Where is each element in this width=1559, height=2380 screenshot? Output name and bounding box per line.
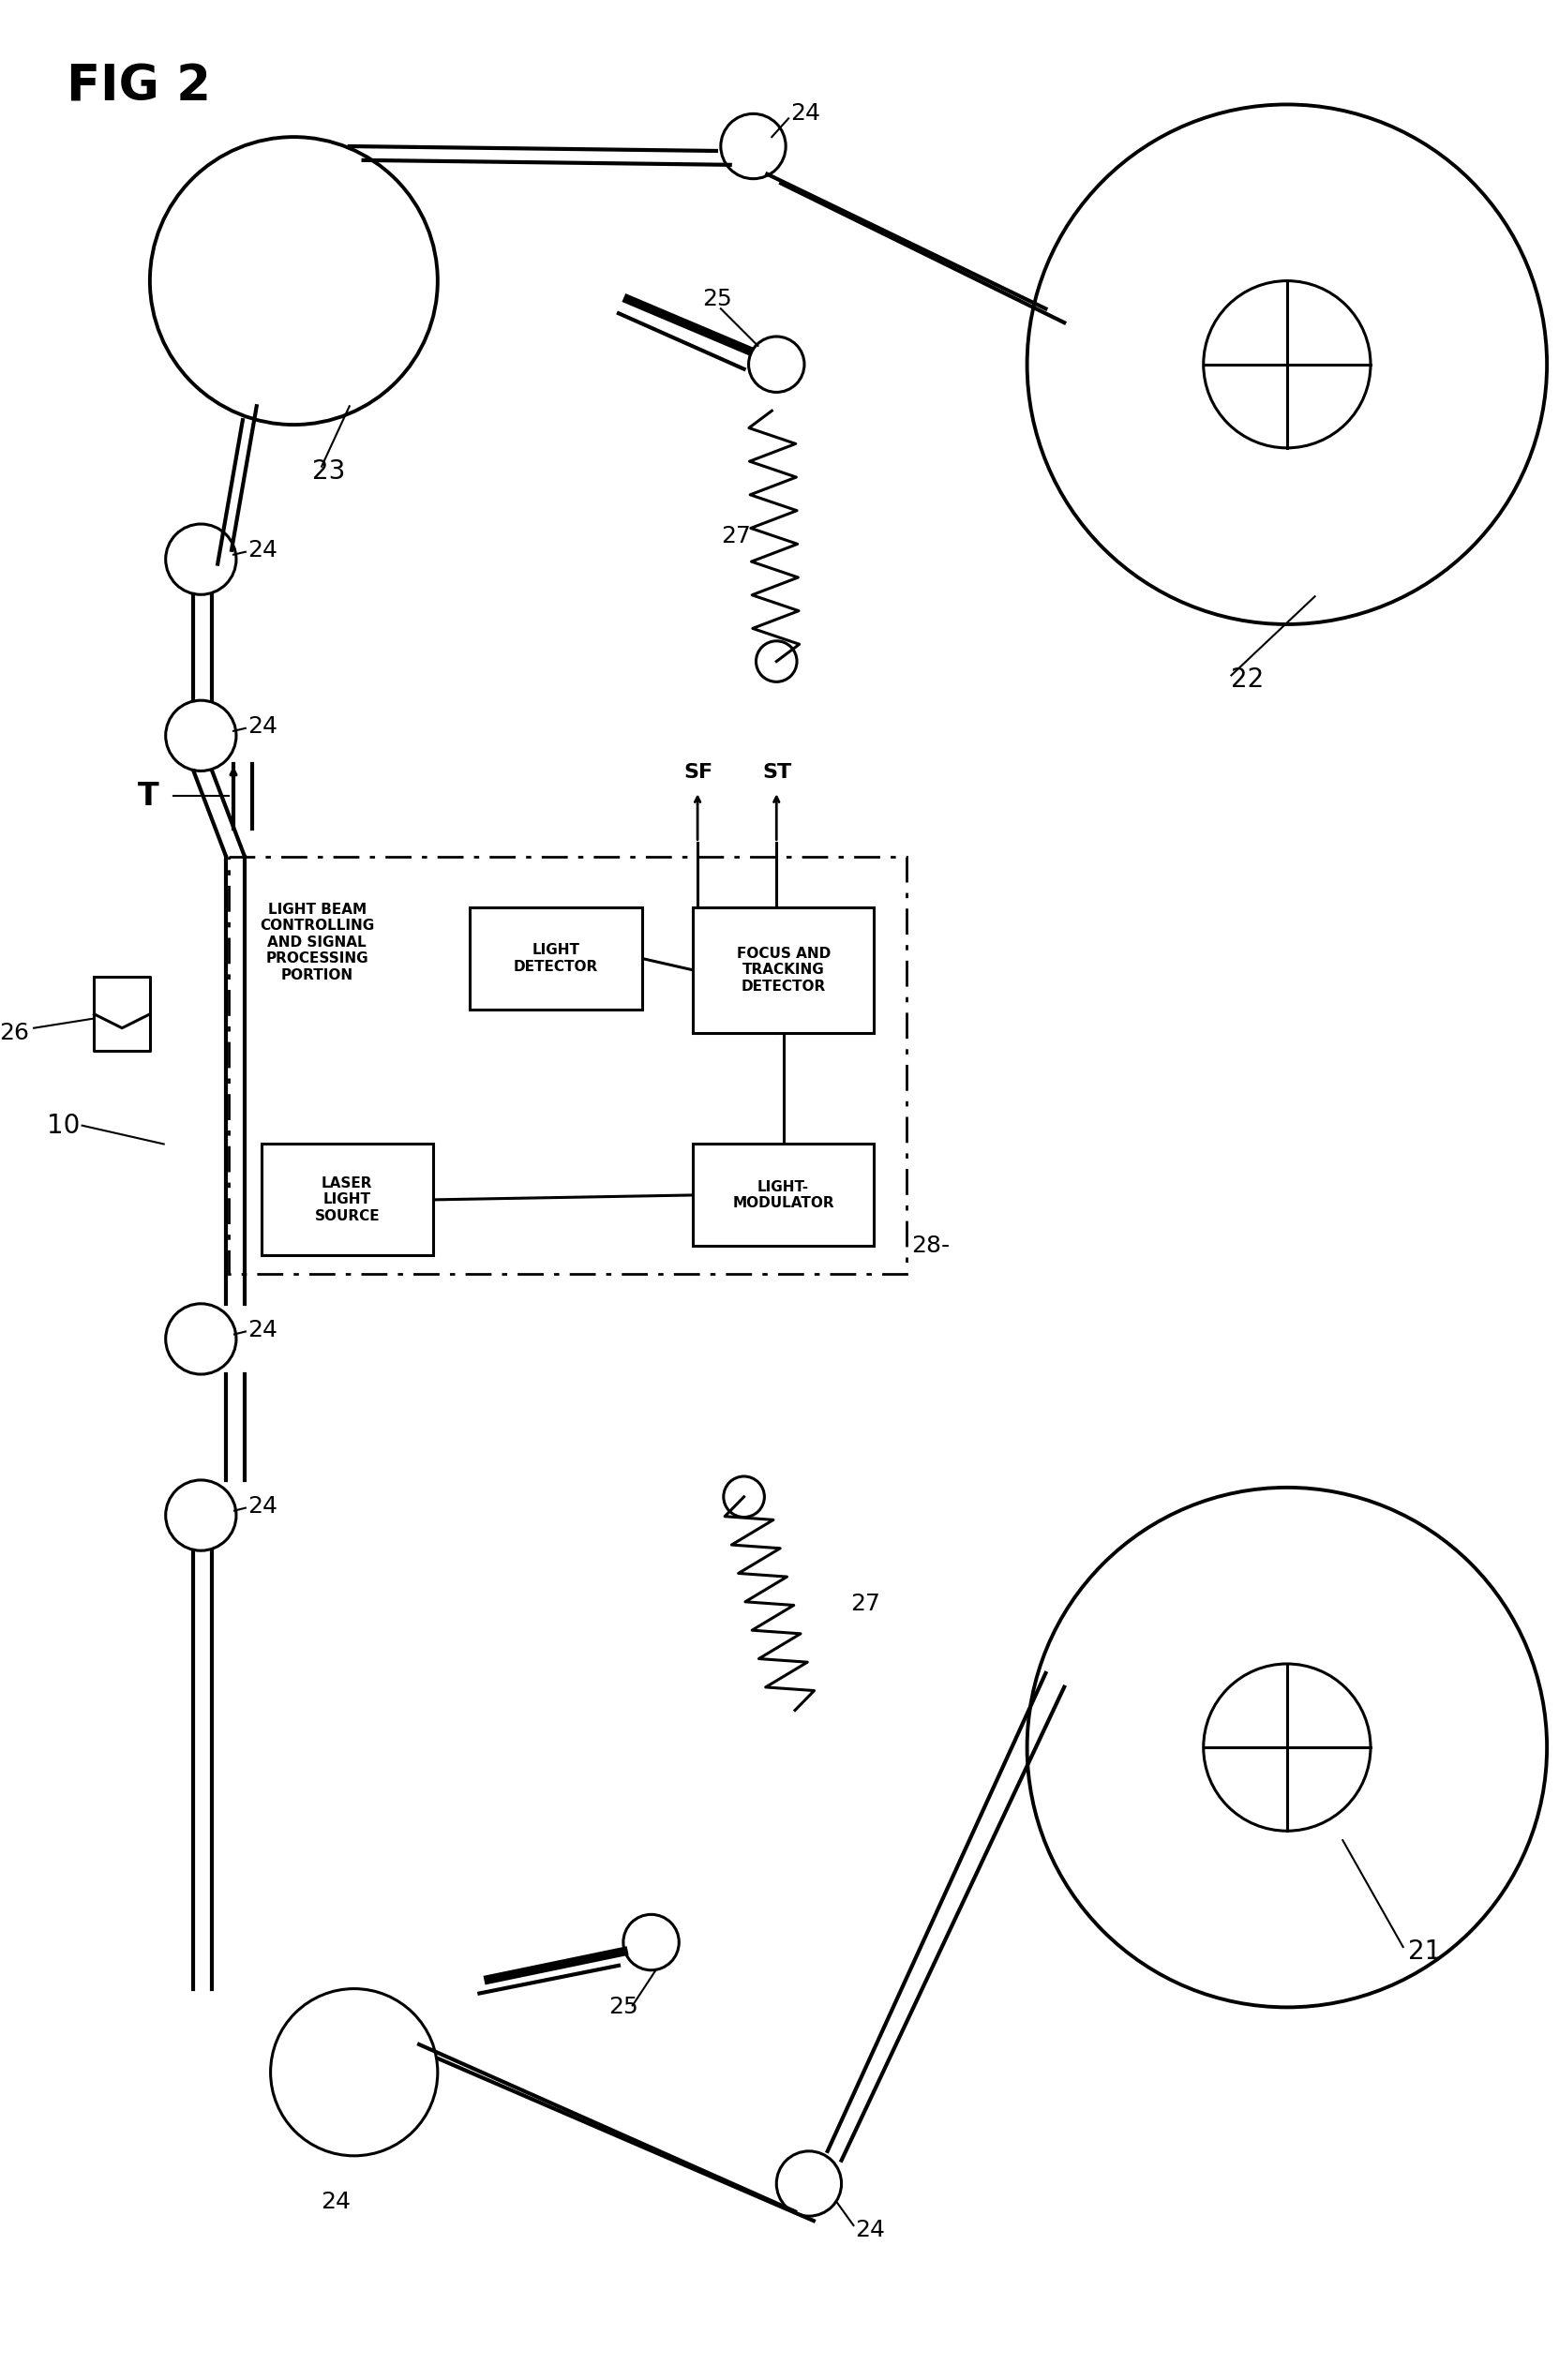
Bar — [229, 857, 906, 1273]
Text: 10: 10 — [47, 1111, 80, 1138]
Text: 24: 24 — [248, 538, 278, 562]
Text: FIG 2: FIG 2 — [67, 62, 210, 112]
Text: FOCUS AND
TRACKING
DETECTOR: FOCUS AND TRACKING DETECTOR — [736, 947, 831, 992]
Text: 28-: 28- — [910, 1235, 949, 1257]
Text: 27: 27 — [720, 526, 750, 547]
Text: 24: 24 — [248, 1319, 278, 1340]
Bar — [471, 907, 642, 1009]
Text: 24: 24 — [321, 2192, 351, 2213]
Text: 27: 27 — [851, 1592, 881, 1614]
Text: LIGHT
DETECTOR: LIGHT DETECTOR — [514, 942, 599, 973]
Text: LIGHT BEAM
CONTROLLING
AND SIGNAL
PROCESSING
PORTION: LIGHT BEAM CONTROLLING AND SIGNAL PROCES… — [260, 902, 374, 983]
Bar — [262, 1145, 433, 1254]
Text: SF: SF — [684, 764, 712, 783]
Text: LASER
LIGHT
SOURCE: LASER LIGHT SOURCE — [315, 1176, 380, 1223]
Text: 24: 24 — [248, 1495, 278, 1518]
Text: 23: 23 — [312, 457, 346, 483]
Bar — [692, 1145, 875, 1247]
Text: 24: 24 — [856, 2218, 886, 2242]
Text: 24: 24 — [248, 714, 278, 738]
Text: 24: 24 — [790, 102, 820, 126]
Text: LIGHT-
MODULATOR: LIGHT- MODULATOR — [733, 1180, 834, 1211]
Bar — [692, 907, 875, 1033]
Text: 26: 26 — [0, 1021, 30, 1045]
Text: 25: 25 — [608, 1997, 638, 2018]
Text: 22: 22 — [1232, 666, 1264, 693]
Text: 25: 25 — [702, 288, 733, 312]
Text: 21: 21 — [1408, 1937, 1441, 1966]
Text: ST: ST — [762, 764, 792, 783]
Text: T: T — [137, 781, 159, 812]
